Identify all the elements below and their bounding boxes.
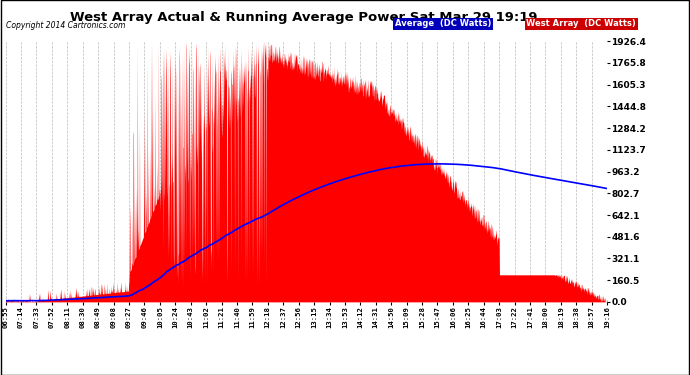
Text: Copyright 2014 Cartronics.com: Copyright 2014 Cartronics.com [6, 21, 125, 30]
Text: West Array  (DC Watts): West Array (DC Watts) [526, 20, 636, 28]
Text: West Array Actual & Running Average Power Sat Mar 29 19:19: West Array Actual & Running Average Powe… [70, 10, 538, 24]
Text: Average  (DC Watts): Average (DC Watts) [395, 20, 491, 28]
